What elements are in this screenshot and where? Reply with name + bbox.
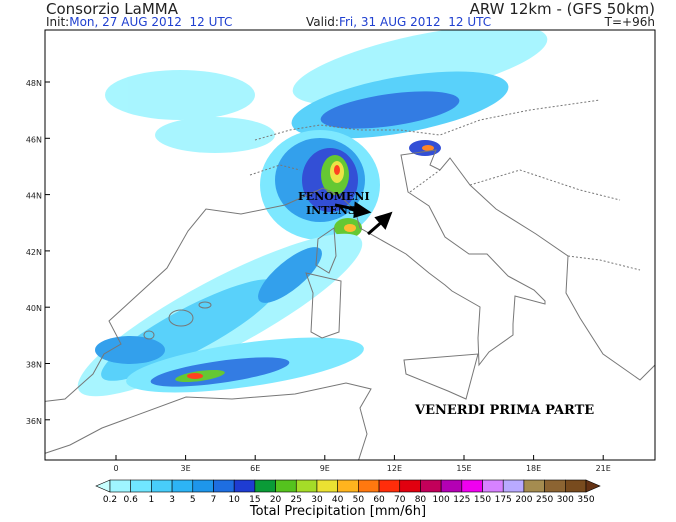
colorbar-segment (420, 479, 442, 493)
colorbar-segment (254, 479, 276, 493)
colorbar-label: 50 (353, 495, 365, 505)
colorbar-label: 125 (453, 495, 470, 505)
colorbar-label: 20 (270, 495, 282, 505)
colorbar-segment (565, 479, 587, 493)
colorbar-segment (523, 479, 545, 493)
colorbar-segment (171, 479, 194, 493)
colorbar-label: 70 (394, 495, 406, 505)
lat-label: 40N (26, 304, 42, 313)
annotation: INTENSI (306, 204, 361, 217)
colorbar-label: 5 (190, 495, 196, 505)
colorbar-label: 25 (291, 495, 302, 505)
colorbar-label: 350 (577, 495, 594, 505)
colorbar-label: 0.6 (124, 495, 139, 505)
valid-value: Fri, 31 AUG 2012 12 UTC (339, 15, 491, 29)
arrows (334, 201, 393, 236)
colorbar-segment (544, 479, 566, 493)
colorbar-label: 1 (149, 495, 155, 505)
left-title: Consorzio LaMMA (46, 0, 179, 18)
init-label: Init: (46, 15, 69, 29)
lon-label: 6E (250, 464, 260, 473)
colorbar-segment (233, 479, 256, 493)
valid-line: Valid:Fri, 31 AUG 2012 12 UTC (306, 15, 491, 29)
colorbar-segment (130, 479, 152, 493)
colorbar-label: 300 (557, 495, 574, 505)
lat-label: 46N (26, 135, 42, 144)
init-line: Init:Mon, 27 AUG 2012 12 UTC (46, 15, 232, 29)
annotation: FENOMENI (298, 190, 370, 203)
lat-label: 48N (26, 79, 42, 88)
colorbar-segment (337, 479, 359, 493)
precipitation (77, 30, 548, 397)
valid-label: Valid: (306, 15, 339, 29)
colorbar-segment (358, 479, 380, 493)
colorbar-label: 40 (332, 495, 344, 505)
lon-label: 0 (113, 464, 118, 473)
colorbar-label: 7 (211, 495, 217, 505)
colorbar-label: 10 (228, 495, 240, 505)
map-axes: 48N 46N 44N 42N 40N 38N 36N 0 3E 6E 9E 12E 15E 18E 21E (26, 79, 611, 473)
colorbar-label: 30 (311, 495, 323, 505)
colorbar-label: 100 (433, 495, 450, 505)
colorbar-segment (502, 479, 525, 493)
colorbar-segment (295, 479, 318, 493)
colorbar-label: 250 (536, 495, 553, 505)
colorbar-label: 200 (515, 495, 532, 505)
colorbar-segment (192, 479, 214, 493)
lat-label: 42N (26, 248, 42, 257)
colorbar-segment (461, 479, 483, 493)
colorbar-label: 0.2 (103, 495, 117, 505)
colorbar-segment (275, 479, 297, 493)
colorbar-segment (378, 479, 401, 493)
colorbar-label: 150 (474, 495, 491, 505)
colorbar-segment (440, 479, 463, 493)
colorbar-label: 3 (169, 495, 175, 505)
colorbar-segment (316, 479, 338, 493)
map-frame (44, 29, 656, 461)
lon-label: 18E (526, 464, 541, 473)
colorbar-segment (213, 479, 235, 493)
colorbar-segment (482, 479, 504, 493)
colorbar-label: 15 (249, 495, 260, 505)
lon-label: 9E (320, 464, 330, 473)
lat-label: 44N (26, 192, 42, 201)
lon-label: 3E (181, 464, 191, 473)
lon-label: 21E (596, 464, 611, 473)
annotation: VENERDI PRIMA PARTE (414, 403, 594, 418)
coastlines (45, 99, 655, 460)
colorbar-end (95, 479, 111, 493)
colorbar-segment (151, 479, 173, 493)
colorbar-segment (109, 479, 131, 493)
colorbar-label: 175 (495, 495, 512, 505)
colorbar: 0.2 0.6 1 3 5 7 10 15 20 25 30 40 50 60 70 80 100 125 150 1… (95, 479, 601, 505)
init-value: Mon, 27 AUG 2012 12 UTC (69, 15, 232, 29)
colorbar-end (585, 479, 601, 493)
colorbar-label: 80 (415, 495, 427, 505)
lon-label: 15E (456, 464, 471, 473)
colorbar-segment (399, 479, 421, 493)
lat-label: 38N (26, 361, 42, 370)
colorbar-label: 60 (373, 495, 385, 505)
colorbar-title: Total Precipitation [mm/6h] (249, 504, 426, 519)
map-area: FENOMENI INTENSI VENERDI PRIMA PARTE (45, 30, 655, 460)
lat-label: 36N (26, 417, 42, 426)
lon-label: 12E (387, 464, 402, 473)
forecast-time: T=+96h (604, 15, 655, 29)
right-title: ARW 12km - (GFS 50km) (470, 0, 655, 18)
